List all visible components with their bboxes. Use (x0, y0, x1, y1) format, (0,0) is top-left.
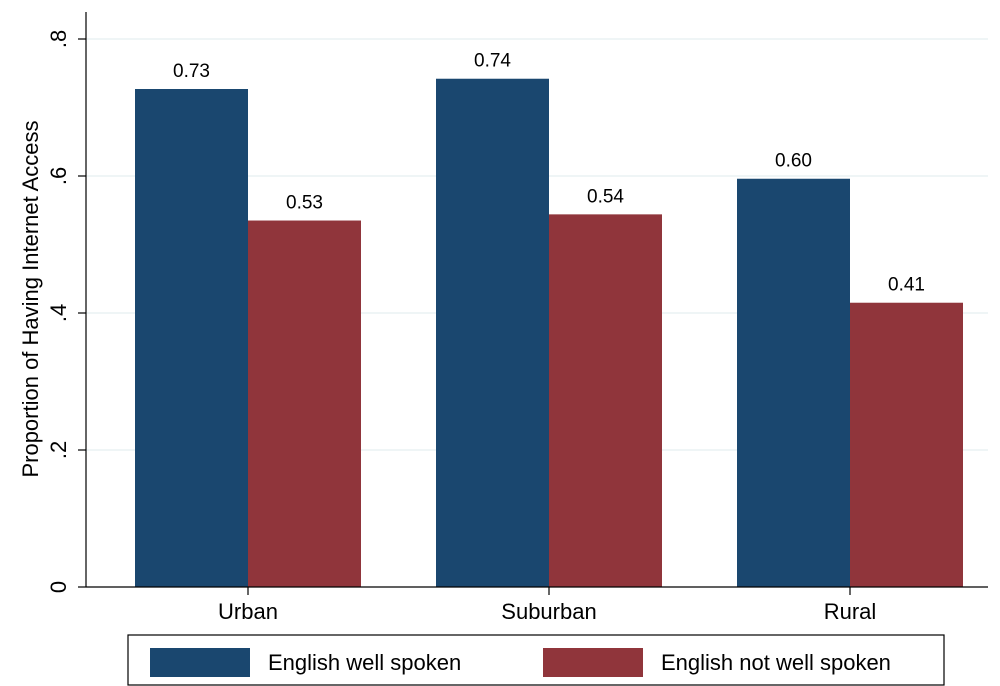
bar-value-label: 0.41 (888, 275, 925, 296)
x-category-labels: Urban Suburban Rural (218, 587, 876, 624)
legend-swatch (150, 648, 250, 677)
bar-value-label: 0.74 (474, 51, 511, 72)
y-tick-label: .6 (46, 167, 71, 185)
y-tick-label: 0 (46, 581, 71, 593)
legend-label: English well spoken (268, 650, 461, 675)
x-category-label: Urban (218, 599, 278, 624)
bar (135, 89, 248, 587)
bar (248, 220, 361, 587)
bar-value-label: 0.53 (286, 193, 323, 214)
y-tick-label: .2 (46, 441, 71, 459)
x-category-label: Suburban (501, 599, 596, 624)
bar-value-label: 0.60 (775, 151, 812, 172)
y-ticks: 0 .2 .4 .6 .8 (46, 30, 86, 593)
bar (549, 214, 662, 588)
bar-value-label: 0.73 (173, 61, 210, 82)
axes (85, 12, 988, 588)
bar (737, 178, 850, 588)
y-tick-label: .4 (46, 304, 71, 322)
bars (135, 78, 963, 588)
y-tick-label: .8 (46, 30, 71, 48)
legend-box (127, 634, 945, 686)
legend: English well spoken English not well spok… (127, 634, 945, 686)
bar (850, 302, 963, 587)
legend-label: English not well spoken (661, 650, 891, 675)
bar (436, 78, 549, 587)
x-category-label: Rural (824, 599, 877, 624)
y-axis-title: Proportion of Having Internet Access (18, 120, 43, 477)
bar-value-label: 0.54 (587, 186, 624, 207)
legend-swatch (543, 648, 643, 677)
bar-value-labels: 0.73 0.53 0.74 0.54 0.60 0.41 (173, 51, 925, 296)
